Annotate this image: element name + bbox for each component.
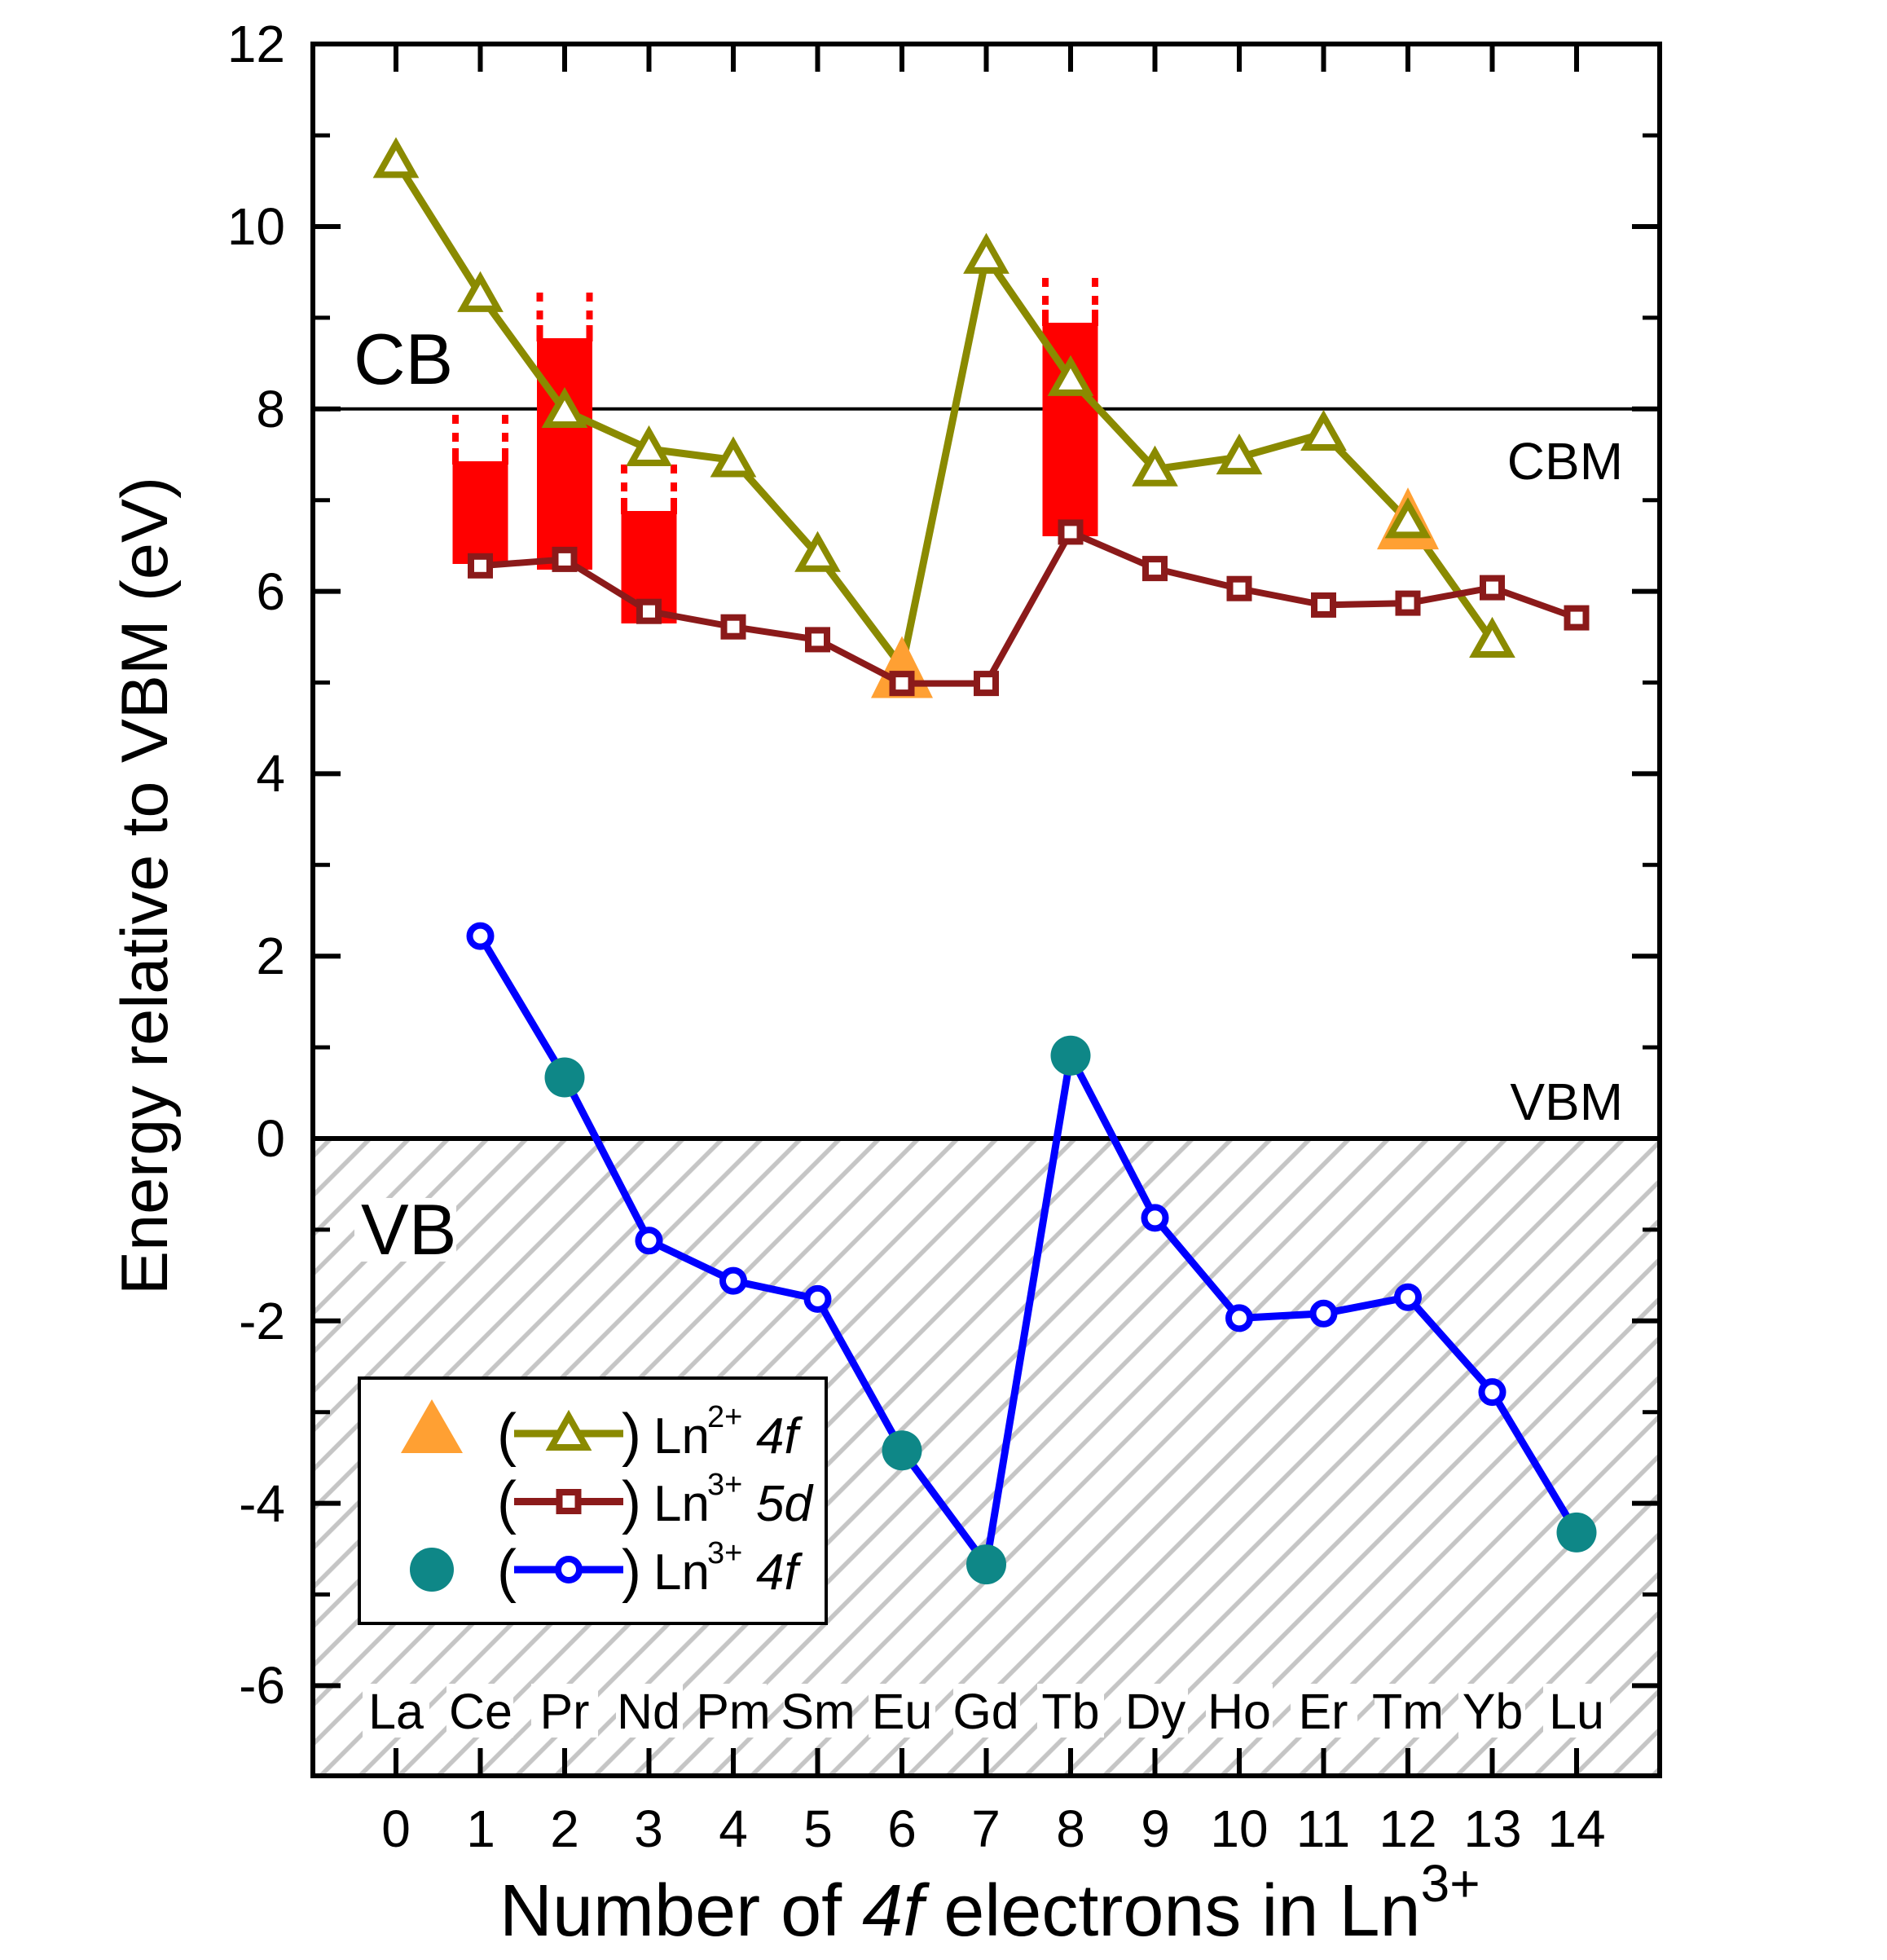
svg-text:12: 12 [1379,1799,1436,1858]
svg-text:): ) [622,1539,641,1604]
svg-text:14: 14 [1547,1799,1605,1858]
svg-text:Eu: Eu [872,1684,933,1739]
svg-text:6: 6 [256,562,285,621]
svg-text:Tm: Tm [1372,1684,1444,1739]
svg-text:Yb: Yb [1463,1684,1524,1739]
svg-text:Ce: Ce [449,1684,512,1739]
svg-text:10: 10 [1210,1799,1268,1858]
svg-text:5d: 5d [756,1476,814,1532]
svg-text:6: 6 [887,1799,917,1858]
svg-text:1: 1 [466,1799,495,1858]
svg-text:9: 9 [1141,1799,1170,1858]
svg-text:Gd: Gd [952,1684,1018,1739]
svg-text:Nd: Nd [617,1684,680,1739]
svg-text:2: 2 [550,1799,579,1858]
svg-text:-2: -2 [239,1292,285,1350]
svg-text:Sm: Sm [781,1684,856,1739]
svg-text:0: 0 [256,1109,285,1168]
svg-text:): ) [622,1403,641,1468]
svg-text:3+: 3+ [707,1468,742,1502]
svg-text:-6: -6 [239,1656,285,1715]
svg-text:7: 7 [971,1799,1001,1858]
svg-text:VB: VB [361,1189,456,1270]
svg-text:-4: -4 [239,1474,285,1533]
svg-text:8: 8 [1056,1799,1085,1858]
svg-text:3+: 3+ [707,1536,742,1570]
svg-text:Ln: Ln [653,1544,710,1601]
svg-text:Energy relative to VBM (eV): Energy relative to VBM (eV) [108,477,182,1295]
svg-text:Pr: Pr [540,1684,590,1739]
svg-text:4f: 4f [756,1544,803,1601]
svg-text:La: La [368,1684,424,1739]
svg-text:8: 8 [256,380,285,438]
svg-text:13: 13 [1463,1799,1521,1858]
svg-text:Dy: Dy [1125,1684,1186,1739]
svg-text:12: 12 [227,15,285,73]
svg-text:4: 4 [719,1799,748,1858]
svg-text:VBM: VBM [1510,1072,1623,1131]
svg-text:10: 10 [227,197,285,256]
svg-text:5: 5 [803,1799,833,1858]
svg-text:(: ( [497,1470,517,1535]
svg-text:Lu: Lu [1549,1684,1604,1739]
svg-text:Ln: Ln [653,1408,710,1464]
svg-text:(: ( [497,1539,517,1604]
svg-text:2: 2 [256,927,285,985]
svg-text:CB: CB [354,319,453,399]
svg-text:3: 3 [634,1799,663,1858]
svg-text:Er: Er [1299,1684,1348,1739]
svg-text:Ln: Ln [653,1476,710,1532]
svg-text:Pm: Pm [696,1684,771,1739]
svg-text:): ) [622,1470,641,1535]
svg-text:2+: 2+ [707,1400,742,1434]
svg-text:CBM: CBM [1507,432,1623,491]
svg-text:4f: 4f [756,1408,803,1464]
svg-text:Tb: Tb [1041,1684,1099,1739]
svg-text:0: 0 [381,1799,411,1858]
svg-text:4: 4 [256,744,285,803]
svg-text:11: 11 [1296,1799,1350,1858]
svg-text:Ho: Ho [1207,1684,1271,1739]
svg-text:(: ( [497,1403,517,1468]
svg-text:Number of 4f electrons in Ln3+: Number of 4f electrons in Ln3+ [499,1854,1480,1952]
